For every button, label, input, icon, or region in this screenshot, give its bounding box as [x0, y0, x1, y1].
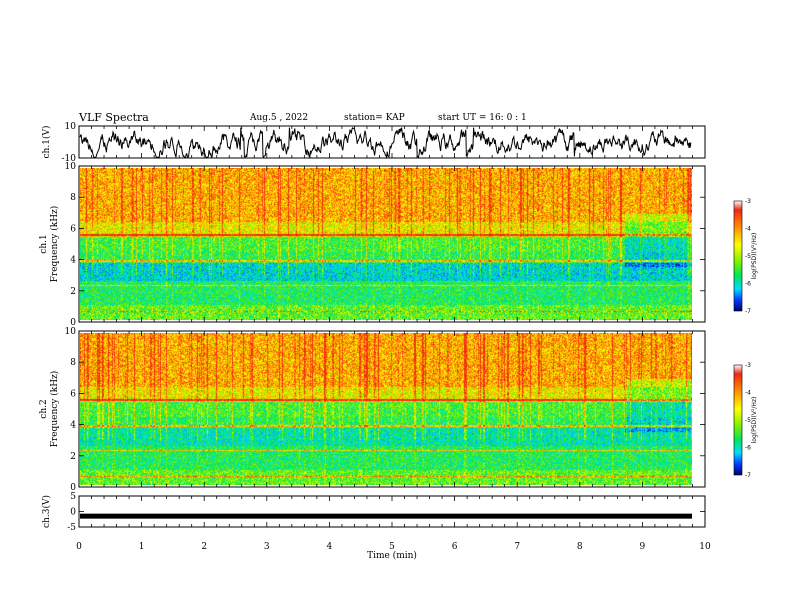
- x-tick-label: 1: [139, 542, 145, 552]
- y-tick-label: -5: [67, 523, 76, 533]
- ch1-spectrogram: [80, 168, 692, 320]
- ch2-freq-axis-title: ch.2: [39, 399, 49, 418]
- panel-frame: [78, 330, 706, 488]
- colorbar-tick-label: -4: [745, 226, 751, 233]
- colorbar-tick-label: -6: [745, 445, 751, 452]
- panel-frame: [78, 165, 706, 323]
- y-tick-label: 0: [70, 483, 76, 493]
- y-tick-label: 8: [70, 358, 76, 368]
- colorbar-tick-label: -6: [745, 281, 751, 288]
- y-tick-label: 4: [70, 421, 76, 431]
- ch1-freq-axis-title: Frequency (kHz): [49, 206, 60, 283]
- colorbar-tick-label: -4: [745, 390, 751, 397]
- colorbar-tick-label: -7: [745, 308, 751, 315]
- y-tick-label: 5: [70, 492, 76, 502]
- y-tick-label: 6: [70, 224, 76, 234]
- colorbar: [733, 364, 743, 476]
- colorbar-tick-label: -5: [745, 253, 751, 260]
- date-label: Aug.5 , 2022: [250, 113, 309, 123]
- ch2-spectrogram: [80, 333, 692, 485]
- x-axis-title: Time (min): [367, 550, 417, 561]
- colorbar-title: log(PSD)(V²/Hz): [751, 233, 758, 280]
- chart-title: VLF Spectra: [79, 111, 149, 124]
- x-tick-label: 8: [577, 542, 583, 552]
- x-tick-label: 4: [327, 542, 333, 552]
- x-tick-label: 6: [452, 542, 458, 552]
- x-tick-label: 10: [699, 542, 711, 552]
- x-tick-label: 3: [264, 542, 270, 552]
- ch3-signal-line: [80, 513, 692, 519]
- ch3-axis-title: ch.3(V): [41, 495, 52, 528]
- y-tick-label: 2: [70, 452, 76, 462]
- y-tick-label: 8: [70, 193, 76, 203]
- colorbar-tick-label: -3: [745, 198, 751, 205]
- colorbar-tick-label: -5: [745, 417, 751, 424]
- colorbar-title: log(PSD)(V²/Hz): [751, 397, 758, 444]
- y-tick-label: -10: [62, 154, 77, 164]
- colorbar-tick-label: -7: [745, 472, 751, 479]
- ch2-freq-axis-title: Frequency (kHz): [49, 371, 60, 448]
- x-tick-label: 0: [76, 542, 82, 552]
- y-tick-label: 10: [65, 162, 77, 172]
- y-tick-label: 6: [70, 389, 76, 399]
- x-tick-label: 2: [201, 542, 207, 552]
- x-tick-label: 9: [640, 542, 646, 552]
- x-tick-label: 7: [514, 542, 520, 552]
- colorbar: [733, 200, 743, 312]
- ch1-freq-axis-title: ch.1: [39, 234, 49, 253]
- y-tick-label: 0: [70, 508, 76, 518]
- ch1-waveform-line: [79, 126, 692, 160]
- start-time-label: start UT = 16: 0 : 1: [438, 113, 527, 123]
- y-tick-label: 2: [70, 287, 76, 297]
- station-label: station= KAP: [344, 113, 405, 123]
- ch1-axis-title: ch.1(V): [41, 126, 52, 159]
- colorbar-tick-label: -3: [745, 362, 751, 369]
- y-tick-label: 10: [65, 122, 77, 132]
- y-tick-label: 4: [70, 256, 76, 266]
- y-tick-label: 0: [70, 318, 76, 328]
- y-tick-label: 10: [65, 327, 77, 337]
- x-tick-label: 5: [389, 542, 395, 552]
